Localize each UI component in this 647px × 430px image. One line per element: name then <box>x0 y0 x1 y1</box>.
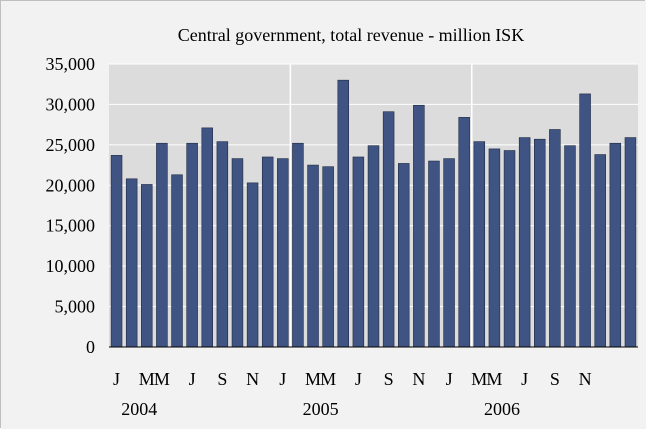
bar-2004-03 <box>141 184 153 348</box>
y-tick-label: 20,000 <box>46 175 96 195</box>
bar-2006-06 <box>549 129 561 348</box>
bar-2006-11 <box>624 137 637 348</box>
x-tick-label: J <box>446 369 453 389</box>
x-tick-label: S <box>217 369 227 389</box>
bar-2006-03 <box>503 150 516 348</box>
bar-2005-07 <box>382 111 395 348</box>
y-tick-label: 15,000 <box>46 216 96 236</box>
x-tick-label: J <box>355 369 362 389</box>
y-tick-label: 10,000 <box>46 256 96 276</box>
bar-2004-10 <box>246 182 259 348</box>
x-tick-label: S <box>550 369 560 389</box>
bar-2005-05 <box>352 156 365 348</box>
bar-2006-05 <box>534 138 546 348</box>
x-tick-label: M <box>305 369 321 389</box>
bar-2005-01 <box>292 142 304 348</box>
x-tick-label: M <box>320 369 336 389</box>
bar-2005-02 <box>307 164 319 348</box>
bar-2006-10 <box>609 142 622 348</box>
y-tick-label: 0 <box>86 337 95 357</box>
bar-2005-12 <box>458 117 470 348</box>
x-tick-label: M <box>486 369 502 389</box>
x-tick-label: N <box>246 369 259 389</box>
x-tick-label: M <box>139 369 155 389</box>
y-tick-label: 25,000 <box>46 135 96 155</box>
bar-2006-04 <box>518 137 531 348</box>
bar-2004-08 <box>216 141 229 348</box>
bar-2006-08 <box>579 93 591 348</box>
x-tick-label: S <box>384 369 394 389</box>
bar-2004-09 <box>231 158 244 348</box>
bar-2004-02 <box>125 178 138 348</box>
x-tick-label: M <box>154 369 170 389</box>
bar-2005-03 <box>322 166 334 348</box>
bar-2004-06 <box>186 142 198 348</box>
bar-2004-01 <box>110 155 123 348</box>
x-tick-label: M <box>471 369 487 389</box>
bar-2006-02 <box>488 148 501 348</box>
year-separators <box>289 64 473 347</box>
bar-2005-09 <box>413 104 425 348</box>
bar-2005-08 <box>397 163 410 348</box>
bar-2006-07 <box>564 145 576 348</box>
year-label: 2004 <box>121 399 157 419</box>
year-label: 2005 <box>303 399 339 419</box>
bar-2004-12 <box>277 158 289 348</box>
bar-2005-10 <box>428 160 440 348</box>
year-labels: 2004 2005 2006 <box>121 399 520 419</box>
chart-title: Central government, total revenue - mill… <box>178 25 524 45</box>
x-tick-label: N <box>579 369 592 389</box>
y-tick-label: 30,000 <box>46 94 96 114</box>
year-label: 2006 <box>484 399 520 419</box>
x-tick-label: J <box>113 369 120 389</box>
bar-2005-06 <box>367 145 380 348</box>
x-tick-label: N <box>412 369 425 389</box>
bar-2004-04 <box>156 142 168 348</box>
bar-2004-05 <box>171 174 183 348</box>
bar-2005-04 <box>337 79 350 348</box>
bar-2004-11 <box>261 156 274 348</box>
bar-2006-01 <box>473 141 486 348</box>
bar-2006-09 <box>594 154 606 348</box>
x-tick-label: J <box>189 369 196 389</box>
y-axis-ticks: 0 5,000 10,000 15,000 20,000 25,000 30,000 35,0… <box>46 54 96 357</box>
bar-2005-11 <box>443 158 455 348</box>
y-tick-label: 35,000 <box>46 54 96 74</box>
x-tick-label: J <box>279 369 286 389</box>
y-tick-label: 5,000 <box>55 297 96 317</box>
x-tick-label: J <box>521 369 528 389</box>
bar-2004-07 <box>201 127 213 348</box>
bars <box>110 79 637 348</box>
